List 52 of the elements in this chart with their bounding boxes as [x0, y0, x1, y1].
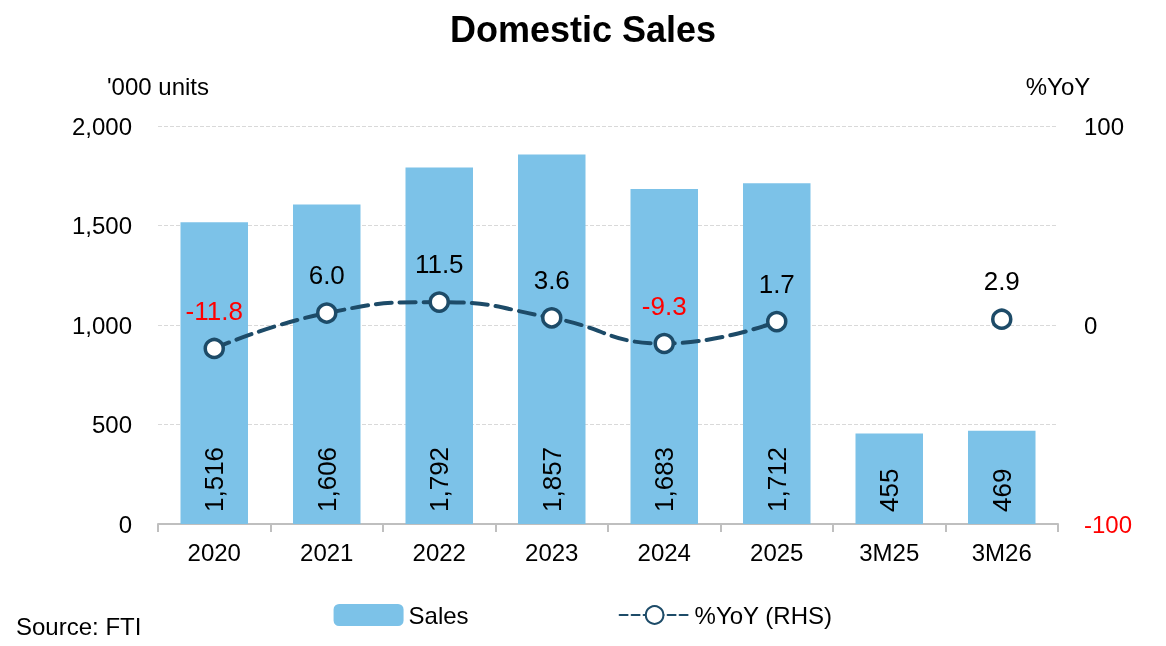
x-tick-label: 3M26: [971, 538, 1032, 566]
bar: [968, 430, 1036, 524]
data-label: 1,712: [761, 446, 792, 512]
y2-tick-label: 100: [1084, 112, 1125, 140]
data-label: 1,516: [199, 446, 230, 512]
x-tick-label: 2024: [637, 538, 691, 566]
point: [316, 302, 338, 324]
y2-tick-label: -100: [1084, 510, 1133, 538]
data-label: -9.3: [641, 290, 687, 321]
y-tick-label: 1,500: [71, 212, 132, 239]
x-tick-label: 2025: [750, 538, 804, 566]
y-tick-label: 500: [91, 411, 132, 438]
legend-label: %YoY (RHS): [694, 601, 832, 629]
bar: [180, 222, 248, 524]
data-label: 1.7: [758, 268, 795, 299]
x-tick-label: 2020: [187, 538, 241, 566]
x-tick-label: 2021: [300, 538, 354, 566]
data-label: 469: [986, 468, 1017, 512]
bar: [630, 189, 698, 524]
y2-axis-title: %YoY: [1025, 72, 1091, 100]
data-label: 6.0: [308, 260, 345, 291]
y-tick-label: 2,000: [71, 112, 132, 140]
x-tick-label: 2023: [525, 538, 579, 566]
data-label: 2.9: [983, 266, 1020, 297]
x-tick-label: 3M25: [859, 538, 920, 566]
data-label: 11.5: [414, 249, 464, 280]
chart-title: Domestic Sales: [449, 8, 717, 50]
bar: [293, 204, 361, 524]
point: [766, 310, 788, 333]
point: [991, 308, 1013, 330]
y-tick-label: 1,000: [71, 311, 132, 339]
x-tick-label: 2022: [412, 538, 466, 566]
data-label: 455: [874, 468, 905, 512]
point: [203, 337, 225, 360]
point: [653, 332, 675, 355]
bar: [855, 433, 923, 524]
data-label: 1,606: [311, 446, 342, 512]
source-note: Source: FTI: [16, 612, 142, 640]
y2-tick-label: 0: [1084, 311, 1098, 339]
data-label: 3.6: [533, 265, 570, 296]
bar: [743, 183, 811, 524]
y-tick-label: 0: [118, 510, 132, 538]
point: [541, 307, 563, 329]
data-label: 1,857: [536, 446, 567, 512]
y-axis-title: '000 units: [107, 72, 209, 100]
data-label: 1,683: [649, 446, 680, 512]
bar: [518, 154, 586, 524]
legend-label: Sales: [408, 601, 469, 629]
point: [428, 291, 450, 313]
bar: [405, 167, 473, 524]
data-label: -11.8: [185, 295, 243, 326]
data-label: 1,792: [424, 446, 455, 512]
